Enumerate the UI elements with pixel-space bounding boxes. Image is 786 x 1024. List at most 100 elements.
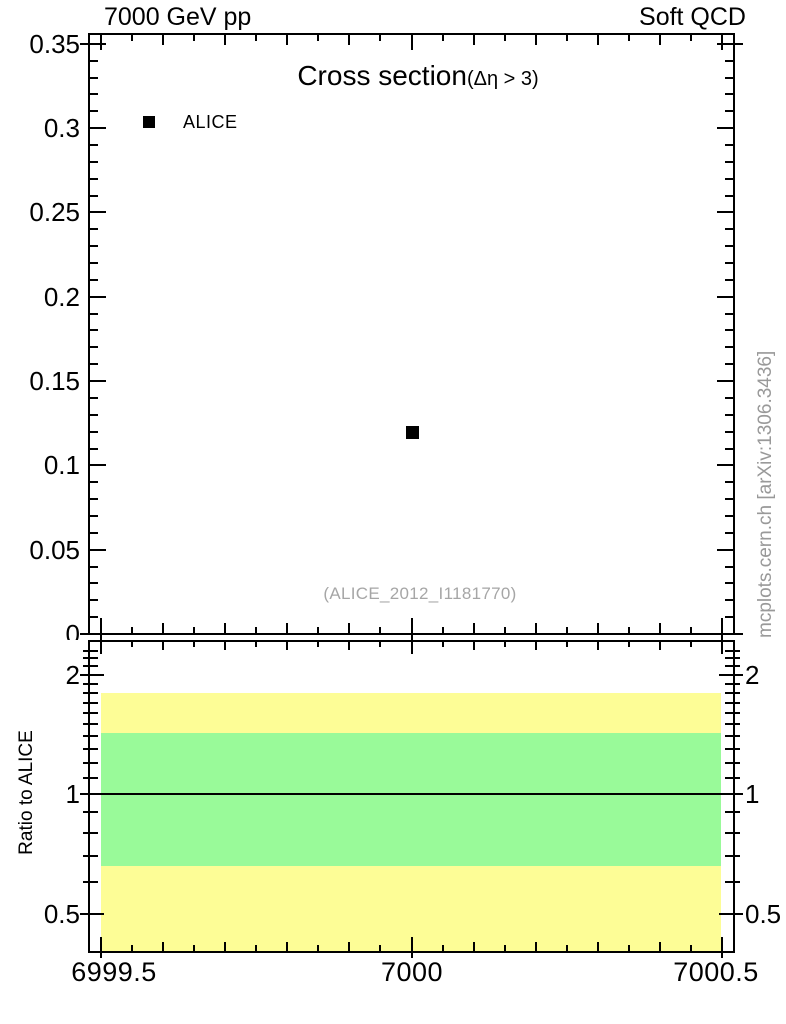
axis-tick: [90, 296, 106, 298]
axis-tick: [90, 228, 98, 230]
ratio-y-tick-label-right: 0.5: [745, 899, 782, 929]
mcplots-credit-text: mcplots.cern.ch [arXiv:1306.3436]: [755, 350, 776, 638]
axis-tick: [131, 945, 133, 951]
axis-tick: [717, 127, 733, 129]
axis-tick: [725, 498, 733, 500]
axis-tick: [90, 481, 98, 483]
axis-tick: [83, 683, 98, 685]
axis-tick: [83, 811, 98, 813]
axis-end-tick: [80, 633, 89, 635]
axis-tick: [725, 777, 740, 779]
axis-tick: [721, 35, 723, 50]
axis-tick: [725, 245, 733, 247]
axis-tick: [224, 623, 226, 633]
ratio-y-tick-label: 2: [65, 660, 80, 690]
ratio-y-tick-label: 0.5: [43, 899, 80, 929]
axis-tick: [725, 881, 740, 883]
axis-tick: [100, 35, 102, 50]
axis-tick: [725, 329, 733, 331]
axis-tick: [193, 35, 195, 41]
axis-tick: [83, 748, 98, 750]
axis-tick: [725, 431, 733, 433]
axis-tick: [193, 642, 195, 647]
axis-tick: [411, 618, 413, 633]
axis-tick: [379, 945, 381, 951]
axis-tick: [535, 623, 537, 633]
axis-tick: [725, 448, 733, 450]
axis-tick: [719, 913, 743, 915]
axis-tick: [717, 211, 733, 213]
axis-tick: [90, 262, 98, 264]
plot-title-text: Cross section: [297, 60, 467, 91]
axis-tick: [725, 748, 740, 750]
beam-energy-title: 7000 GeV pp: [104, 3, 252, 31]
axis-tick: [162, 623, 164, 633]
axis-tick: [90, 60, 98, 62]
axis-tick: [504, 35, 506, 41]
axis-tick: [90, 178, 98, 180]
legend-label-alice: ALICE: [183, 111, 238, 132]
axis-tick: [80, 913, 104, 915]
axis-tick: [690, 627, 692, 633]
y-tick-label: 0.15: [29, 366, 80, 396]
ratio-plot-frame: [88, 640, 735, 953]
axis-tick: [725, 363, 733, 365]
axis-tick: [348, 35, 350, 45]
plot-title: Cross section(Δη > 3): [297, 60, 538, 92]
axis-tick: [597, 942, 599, 951]
axis-tick: [535, 35, 537, 45]
axis-tick: [193, 945, 195, 951]
axis-tick: [504, 627, 506, 633]
axis-tick: [224, 942, 226, 951]
axis-tick: [725, 855, 740, 857]
axis-tick: [83, 723, 98, 725]
axis-tick: [725, 515, 733, 517]
axis-tick: [83, 702, 98, 704]
axis-tick: [725, 702, 740, 704]
axis-tick: [725, 397, 733, 399]
analysis-reference-watermark: (ALICE_2012_I1181770): [323, 584, 517, 603]
axis-tick: [721, 618, 723, 633]
axis-tick: [628, 627, 630, 633]
axis-tick: [90, 77, 98, 79]
axis-tick: [224, 35, 226, 45]
axis-tick: [90, 127, 106, 129]
axis-tick: [725, 657, 740, 659]
axis-tick: [725, 735, 740, 737]
axis-tick: [90, 549, 106, 551]
axis-tick: [90, 144, 98, 146]
axis-tick: [162, 35, 164, 45]
uncertainty-band-inner-uncertainty: [101, 733, 721, 866]
axis-tick: [317, 627, 319, 633]
axis-tick: [717, 549, 733, 551]
axis-tick: [725, 532, 733, 534]
axis-tick: [90, 599, 98, 601]
axis-tick: [725, 262, 733, 264]
axis-tick: [83, 832, 98, 834]
axis-tick: [411, 642, 413, 654]
axis-tick: [442, 35, 444, 41]
axis-tick: [725, 762, 740, 764]
axis-tick: [90, 464, 106, 466]
axis-tick: [659, 623, 661, 633]
y-tick-label: 0: [65, 619, 80, 640]
axis-tick: [725, 811, 740, 813]
axis-tick: [535, 642, 537, 650]
axis-tick: [224, 642, 226, 650]
axis-tick: [90, 161, 98, 163]
axis-tick: [80, 674, 104, 676]
axis-tick: [597, 623, 599, 633]
axis-tick: [90, 110, 98, 112]
axis-tick: [725, 77, 733, 79]
axis-tick: [83, 657, 98, 659]
axis-tick: [255, 642, 257, 647]
axis-tick: [725, 566, 733, 568]
axis-tick: [442, 945, 444, 951]
axis-tick: [379, 642, 381, 647]
axis-tick: [379, 627, 381, 633]
axis-tick: [566, 945, 568, 951]
axis-tick: [725, 582, 733, 584]
axis-tick: [90, 414, 98, 416]
